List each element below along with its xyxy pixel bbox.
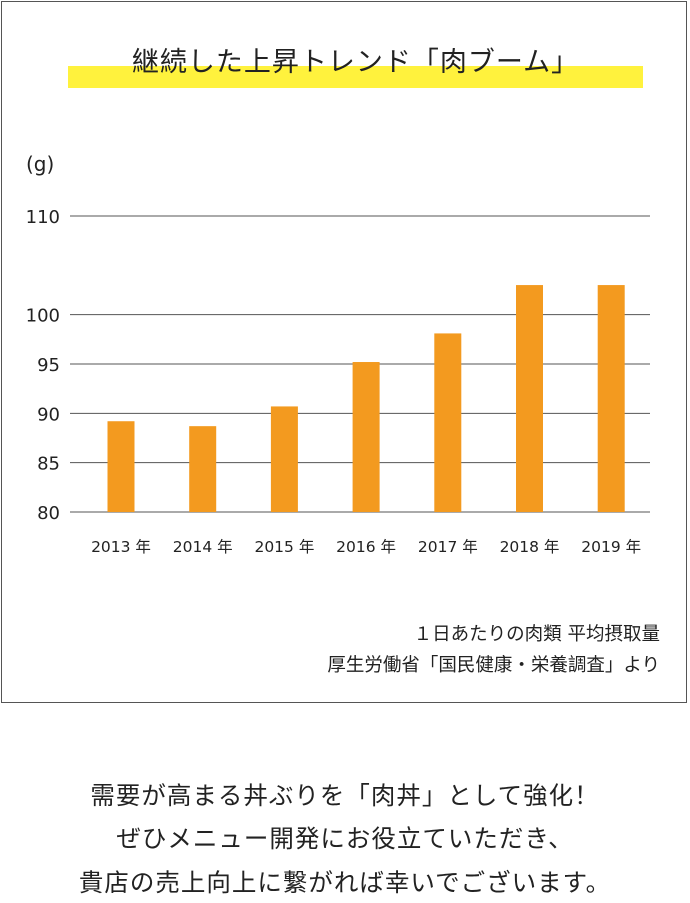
footer-line-3: 貴店の売上向上に繋がれば幸いでございます。 bbox=[78, 868, 612, 897]
y-tick-label: 110 bbox=[26, 207, 60, 228]
x-tick-label: 2015 年 bbox=[254, 538, 314, 556]
bar-5 bbox=[516, 285, 543, 512]
x-tick-label: 2017 年 bbox=[418, 538, 478, 556]
y-tick-label: 85 bbox=[37, 454, 60, 475]
title-highlight bbox=[68, 66, 643, 88]
bar-chart: 80 85 90 95 100 110 2013 年 2014 年 2015 年 2016 年 20… bbox=[26, 207, 650, 556]
y-tick-label: 80 bbox=[37, 503, 60, 524]
bar-1 bbox=[189, 426, 217, 512]
bar-6 bbox=[597, 285, 625, 512]
source-reference: 厚生労働省「国民健康・栄養調査」より bbox=[327, 655, 660, 676]
x-tick-label: 2019 年 bbox=[581, 538, 641, 556]
x-tick-label: 2016 年 bbox=[336, 538, 396, 556]
source-caption: １日あたりの肉類 平均摂取量 bbox=[413, 624, 660, 645]
chart-frame bbox=[1, 1, 687, 703]
y-axis-unit: (g) bbox=[26, 152, 55, 176]
footer-line-1: 需要が高まる丼ぶりを「肉丼」として強化！ bbox=[90, 781, 600, 810]
x-tick-label: 2013 年 bbox=[91, 538, 151, 556]
y-tick-label: 95 bbox=[37, 355, 60, 376]
x-tick-label: 2014 年 bbox=[173, 538, 233, 556]
y-tick-label: 90 bbox=[37, 404, 60, 425]
chart-title-block: 継続した上昇トレンド「肉ブーム」 bbox=[68, 38, 643, 90]
bar-0 bbox=[107, 421, 135, 512]
footer-line-2: ぜひメニュー開発にお役立ていただき、 bbox=[116, 824, 574, 853]
bar-3 bbox=[352, 362, 380, 512]
y-tick-label: 100 bbox=[26, 306, 60, 327]
chart-title: 継続した上昇トレンド「肉ブーム」 bbox=[131, 47, 580, 78]
bar-4 bbox=[434, 333, 462, 512]
bar-2 bbox=[270, 406, 298, 512]
x-tick-label: 2018 年 bbox=[500, 538, 560, 556]
